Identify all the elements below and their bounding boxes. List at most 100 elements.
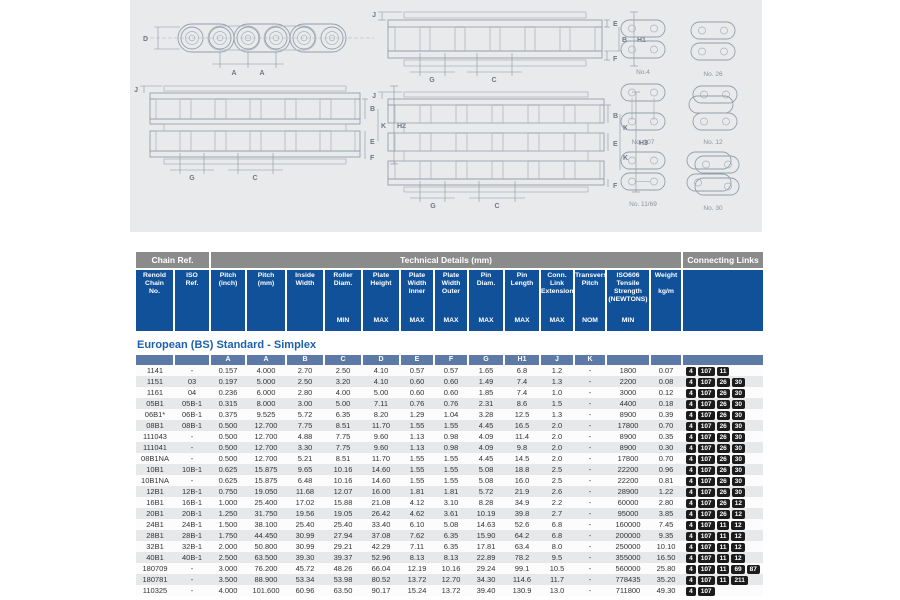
cell-pin-diam: 10.19 bbox=[476, 509, 496, 518]
cell-transverse-pitch: - bbox=[588, 377, 592, 386]
cell-plate-height: 33.40 bbox=[371, 520, 391, 529]
table-row: 1161 04 0.236 6.000 2.80 4.00 5.00 0.60 … bbox=[136, 387, 764, 398]
connecting-link-badge: 30 bbox=[731, 421, 746, 431]
cell-renold-chain-no: 08B1NA bbox=[141, 454, 169, 463]
section-title-row: European (BS) Standard - Simplex bbox=[136, 331, 764, 355]
connecting-link-badge: 107 bbox=[697, 388, 715, 398]
connecting-link-badge: 30 bbox=[731, 487, 746, 497]
cell-pin-length: 14.5 bbox=[514, 454, 530, 463]
cell-pitch-mm: 50.800 bbox=[254, 542, 278, 551]
cell-plate-height: 21.08 bbox=[371, 498, 391, 507]
cell-plate-width-inner: 12.19 bbox=[407, 564, 427, 573]
column-header-qualifier: MAX bbox=[478, 317, 494, 324]
group-header-technical-details: Technical Details (mm) bbox=[210, 252, 684, 270]
connecting-link-badge: 4 bbox=[686, 531, 696, 541]
connecting-link-badge: 107 bbox=[697, 465, 715, 475]
cell-roller-diam: 39.37 bbox=[333, 553, 353, 562]
cell-conn-link-extension: 6.8 bbox=[551, 520, 563, 529]
dim-label-A2: A bbox=[259, 70, 264, 77]
cell-conn-link-extension: 2.0 bbox=[551, 454, 563, 463]
letter-cell: K bbox=[574, 355, 607, 365]
connecting-link-badge: 30 bbox=[731, 432, 746, 442]
cell-pin-length: 52.6 bbox=[514, 520, 530, 529]
cell-tensile-strength: 17800 bbox=[617, 454, 639, 463]
cell-tensile-strength: 8900 bbox=[619, 432, 637, 441]
connecting-link-badge: 26 bbox=[716, 454, 730, 464]
column-header-qualifier: MAX bbox=[514, 317, 530, 324]
cell-transverse-pitch: - bbox=[588, 443, 592, 452]
cell-pin-length: 12.5 bbox=[514, 410, 530, 419]
cell-roller-diam: 10.16 bbox=[333, 465, 353, 474]
cell-plate-width-outer: 6.35 bbox=[443, 542, 459, 551]
connecting-link-badge: 107 bbox=[697, 575, 715, 585]
letter-cell: E bbox=[400, 355, 435, 365]
cell-plate-width-inner: 7.62 bbox=[409, 531, 425, 540]
cell-conn-link-extension: 2.7 bbox=[551, 509, 563, 518]
cell-pitch-mm: 19.050 bbox=[254, 487, 278, 496]
cell-connecting-links: 4 107 11 bbox=[682, 365, 763, 376]
cell-pitch-inch: 0.625 bbox=[218, 465, 238, 474]
cell-plate-width-outer: 1.55 bbox=[443, 421, 459, 430]
table-row: 24B1 24B-1 1.500 38.100 25.40 25.40 33.4… bbox=[136, 519, 764, 530]
chain-diagrams: D A A J E B H1 bbox=[134, 11, 740, 212]
column-header: ISO606 Tensile Strength (NEWTONS) MIN bbox=[606, 269, 651, 331]
connecting-link-badge: 107 bbox=[697, 399, 715, 409]
connecting-link-badge: 26 bbox=[716, 410, 730, 420]
connecting-link-badge: 4 bbox=[686, 410, 696, 420]
cell-weight: 49.30 bbox=[656, 586, 676, 595]
cell-iso-ref: - bbox=[190, 454, 194, 463]
cell-renold-chain-no: 111043 bbox=[143, 432, 167, 441]
cell-pitch-inch: 3.500 bbox=[218, 575, 238, 584]
column-header: Pin Length MAX bbox=[504, 269, 541, 331]
cell-pin-length: 16.0 bbox=[514, 476, 530, 485]
cell-pin-diam: 8.28 bbox=[478, 498, 494, 507]
cell-conn-link-extension: 9.5 bbox=[551, 553, 563, 562]
cell-renold-chain-no: 28B1 bbox=[146, 531, 164, 540]
cell-iso-ref: 12B-1 bbox=[181, 487, 202, 496]
cell-pin-length: 78.2 bbox=[514, 553, 530, 562]
connecting-link-badge: 30 bbox=[731, 410, 746, 420]
cell-plate-height: 52.96 bbox=[371, 553, 391, 562]
cell-tensile-strength: 8900 bbox=[619, 443, 637, 452]
cell-plate-height: 11.70 bbox=[371, 454, 391, 463]
connecting-link-badge: 26 bbox=[716, 421, 730, 431]
cell-transverse-pitch: - bbox=[588, 432, 592, 441]
cell-connecting-links: 4 107 26 30 bbox=[682, 387, 763, 398]
dim-label-K2: K bbox=[623, 155, 628, 162]
cell-connecting-links: 4 107 11 211 bbox=[682, 574, 763, 585]
cell-connecting-links: 4 107 26 30 bbox=[682, 486, 763, 497]
thumb-label: No. 11/69 bbox=[629, 201, 657, 208]
cell-pin-diam: 39.40 bbox=[476, 586, 496, 595]
cell-connecting-links: 4 107 11 69 87 bbox=[682, 563, 763, 574]
cell-pin-length: 9.8 bbox=[516, 443, 528, 452]
cell-pitch-mm: 12.700 bbox=[254, 443, 278, 452]
cell-roller-diam: 19.05 bbox=[333, 509, 353, 518]
connecting-link-badge: 107 bbox=[697, 498, 715, 508]
column-header-label: Weight kg/m bbox=[654, 272, 678, 295]
cell-roller-diam: 7.75 bbox=[335, 432, 351, 441]
cell-plate-width-inner: 1.29 bbox=[409, 410, 425, 419]
cell-plate-width-outer: 1.81 bbox=[443, 487, 459, 496]
connecting-link-badge: 107 bbox=[697, 487, 715, 497]
cell-tensile-strength: 1800 bbox=[619, 366, 637, 375]
cell-plate-width-outer: 6.35 bbox=[443, 531, 459, 540]
dim-label-J: J bbox=[372, 12, 376, 19]
thumb-label: No. 30 bbox=[703, 205, 723, 212]
cell-roller-diam: 15.88 bbox=[333, 498, 353, 507]
cell-plate-width-outer: 1.55 bbox=[443, 465, 459, 474]
column-header: Weight kg/m bbox=[650, 269, 684, 331]
cell-pin-length: 7.4 bbox=[516, 377, 528, 386]
cell-pitch-mm: 12.700 bbox=[254, 432, 278, 441]
cell-pitch-inch: 0.197 bbox=[218, 377, 238, 386]
cell-pitch-inch: 1.500 bbox=[218, 520, 238, 529]
column-header-label: Conn. Link Extension bbox=[541, 272, 574, 295]
connecting-link-badge: 26 bbox=[716, 498, 730, 508]
connecting-link-thumb-no4: No.4 bbox=[620, 19, 666, 76]
cell-plate-height: 14.60 bbox=[371, 476, 391, 485]
connecting-link-badge: 107 bbox=[697, 509, 715, 519]
connecting-link-badge: 26 bbox=[716, 487, 730, 497]
cell-transverse-pitch: - bbox=[588, 586, 592, 595]
cell-tensile-strength: 560000 bbox=[615, 564, 641, 573]
column-header: Plate Width Outer MAX bbox=[434, 269, 469, 331]
